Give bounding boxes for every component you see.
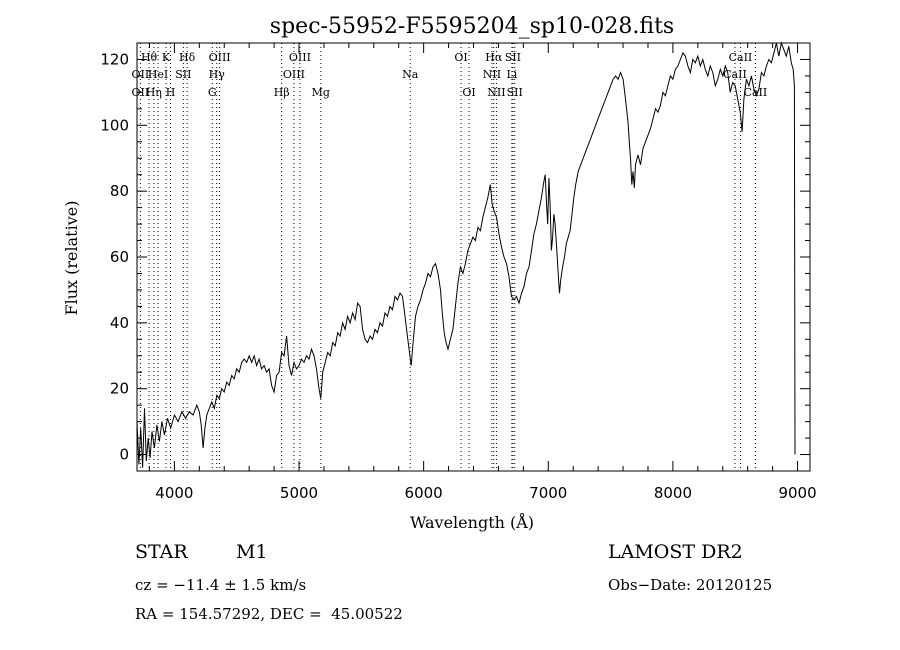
- line-marker-label: NII: [483, 68, 501, 81]
- line-marker-label: OI: [462, 86, 475, 99]
- y-tick-label: 20: [110, 380, 129, 398]
- line-marker-label: OIII: [289, 51, 311, 64]
- line-marker-label: CaII: [729, 51, 753, 64]
- y-axis-label: Flux (relative): [62, 201, 81, 316]
- redshift-velocity: cz = −11.4 ± 1.5 km/s: [135, 576, 307, 594]
- line-marker-label: OIII: [209, 51, 231, 64]
- line-marker-label: Hθ: [141, 51, 158, 64]
- axis-ticks: 4000 5000 6000 7000 8000 9000 0 20 40 60 80 100 120: [100, 42, 817, 502]
- x-tick-label: 9000: [778, 484, 816, 502]
- line-marker-label: Hγ: [209, 68, 226, 81]
- line-markers: OIIOIIHθHηHeIKHSIIHδGHγOIIIHβOIIIOIIIMgN…: [132, 43, 767, 471]
- line-marker-label: Na: [402, 68, 419, 81]
- x-tick-label: 5000: [280, 484, 318, 502]
- line-marker-label: NII: [487, 86, 505, 99]
- spectrum-line: [136, 41, 796, 468]
- x-tick-label: 6000: [405, 484, 443, 502]
- line-marker-label: OIII: [283, 68, 305, 81]
- line-marker-label: Hβ: [274, 86, 290, 99]
- line-marker-label: OI: [454, 51, 467, 64]
- line-marker-label: SII: [507, 86, 523, 99]
- line-marker-label: Mg: [312, 86, 330, 99]
- observation-date: Obs−Date: 20120125: [608, 576, 773, 594]
- line-marker-label: HeI: [148, 68, 168, 81]
- y-tick-label: 60: [110, 248, 129, 266]
- y-tick-label: 100: [100, 116, 129, 134]
- x-tick-label: 7000: [529, 484, 567, 502]
- line-marker-label: SII: [505, 51, 521, 64]
- survey-name: LAMOST DR2: [608, 541, 743, 563]
- object-class: STAR: [135, 541, 188, 563]
- coordinates: RA = 154.57292, DEC = 45.00522: [135, 605, 403, 623]
- x-axis-label: Wavelength (Å): [410, 512, 534, 532]
- object-subclass: M1: [236, 541, 268, 563]
- line-marker-label: K: [162, 51, 171, 64]
- line-marker-label: OII: [132, 68, 150, 81]
- x-tick-label: 8000: [654, 484, 692, 502]
- y-tick-label: 80: [110, 182, 129, 200]
- line-marker-label: Hη: [146, 86, 162, 99]
- y-tick-label: 40: [110, 314, 129, 332]
- y-tick-label: 120: [100, 50, 129, 68]
- line-marker-label: Li: [506, 68, 517, 81]
- x-tick-label: 4000: [155, 484, 193, 502]
- chart-title: spec-55952-F5595204_sp10-028.fits: [270, 14, 674, 39]
- line-marker-label: SII: [175, 68, 191, 81]
- line-marker-label: H: [166, 86, 176, 99]
- line-marker-label: G: [208, 86, 217, 99]
- plot-frame: [136, 42, 811, 472]
- line-marker-label: Hα: [485, 51, 503, 64]
- line-marker-label: Hδ: [179, 51, 196, 64]
- y-tick-label: 0: [119, 446, 129, 464]
